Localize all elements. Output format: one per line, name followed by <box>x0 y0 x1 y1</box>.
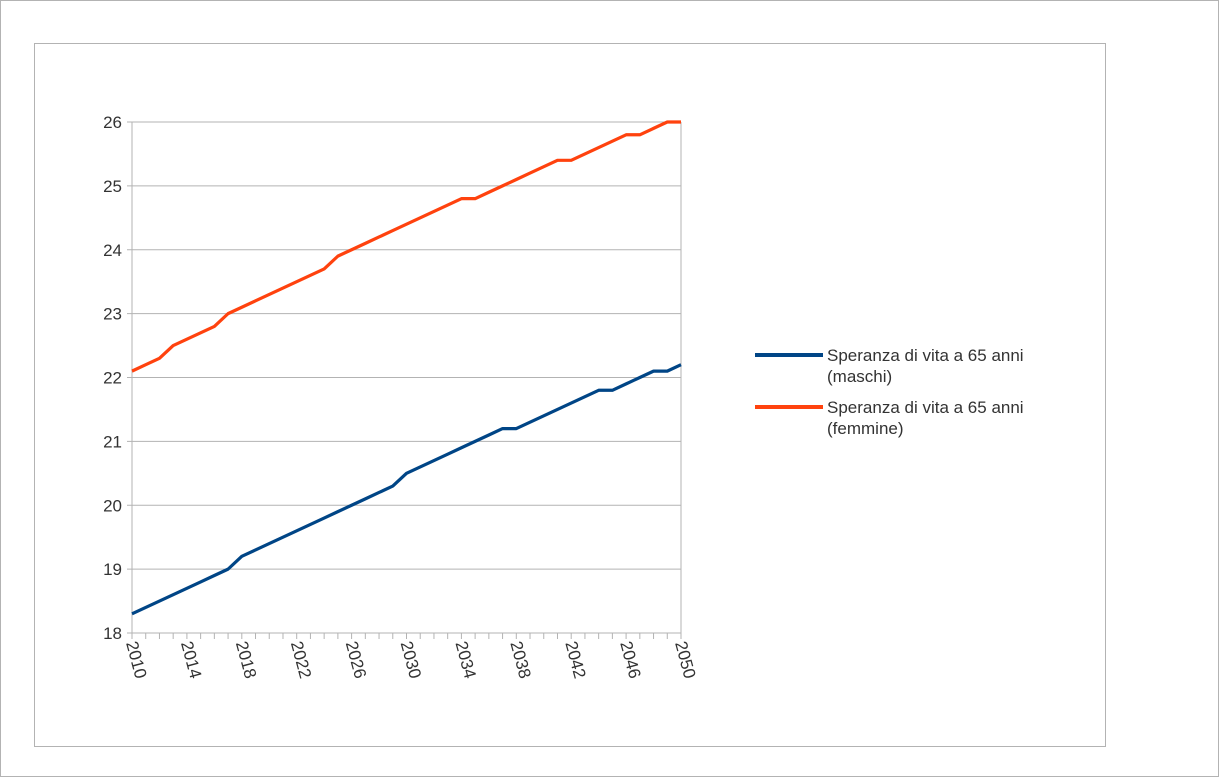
x-tick-labels: 2010 2014 2018 2022 2026 2030 2034 2038 2042 2046… <box>122 639 699 680</box>
x-tick-label: 2014 <box>177 639 205 680</box>
y-tick-label: 18 <box>103 624 122 643</box>
y-tick-label: 23 <box>103 305 122 324</box>
y-tick-label: 24 <box>103 241 122 260</box>
y-tick-labels: 18 19 20 21 22 23 24 25 26 <box>103 113 122 643</box>
chart-frame: 18 19 20 21 22 23 24 25 26 2010 2014 2018 2022 2026 2… <box>34 43 1106 747</box>
x-tick-label: 2038 <box>506 639 534 680</box>
axes <box>127 121 682 639</box>
y-tick-label: 26 <box>103 113 122 132</box>
legend: Speranza di vita a 65 anni (maschi) Speran… <box>755 346 1024 438</box>
series-line-maschi <box>131 363 682 616</box>
x-tick-label: 2030 <box>397 639 425 680</box>
x-tick-label: 2026 <box>342 639 370 680</box>
y-tick-label: 22 <box>103 369 122 388</box>
x-tick-label: 2042 <box>561 639 589 680</box>
series-lines <box>131 120 682 616</box>
legend-label: Speranza di vita a 65 anni <box>827 398 1024 417</box>
legend-label: (femmine) <box>827 419 904 438</box>
series-line-femmine <box>131 120 681 373</box>
x-tick-label: 2046 <box>616 639 644 680</box>
x-tick-label: 2022 <box>287 639 315 680</box>
y-tick-label: 21 <box>103 432 122 451</box>
y-tick-label: 19 <box>103 560 122 579</box>
x-tick-label: 2018 <box>232 639 260 680</box>
y-tick-label: 20 <box>103 496 122 515</box>
y-tick-label: 25 <box>103 177 122 196</box>
legend-label: Speranza di vita a 65 anni <box>827 346 1024 365</box>
x-tick-label: 2034 <box>452 639 480 680</box>
legend-label: (maschi) <box>827 367 892 386</box>
grid-lines <box>132 121 681 634</box>
x-tick-label: 2050 <box>671 639 699 680</box>
x-tick-label: 2010 <box>122 639 150 680</box>
